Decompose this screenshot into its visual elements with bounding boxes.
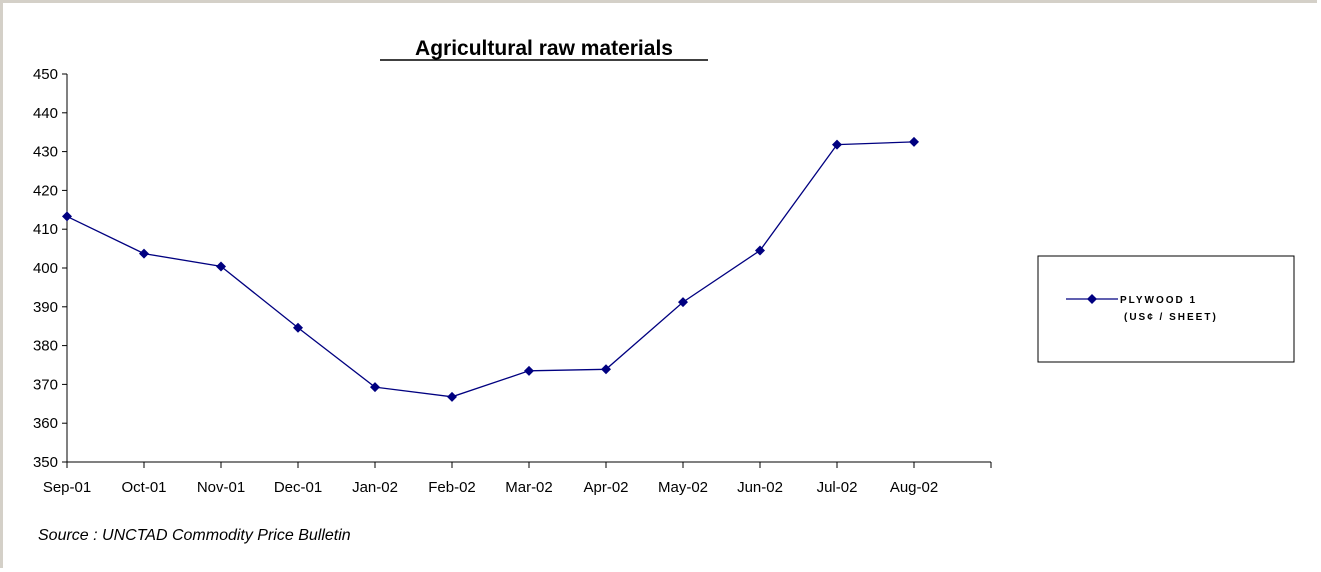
series-layer xyxy=(62,136,919,402)
y-tick-label: 410 xyxy=(33,221,58,238)
x-tick-label: Jan-02 xyxy=(352,479,398,496)
y-tick-label: 400 xyxy=(33,260,58,277)
data-point xyxy=(832,139,842,150)
data-point xyxy=(755,245,765,256)
data-point xyxy=(139,248,149,259)
x-tick-label: Oct-01 xyxy=(121,479,166,496)
y-tick-label: 390 xyxy=(33,299,58,316)
legend-label-line1: PLYWOOD 1 xyxy=(1120,295,1197,306)
x-tick-label: Dec-01 xyxy=(274,479,322,496)
source-note: Source : UNCTAD Commodity Price Bulletin xyxy=(38,527,351,544)
data-point xyxy=(293,322,303,333)
x-tick-label: Jul-02 xyxy=(817,479,858,496)
y-tick-label: 370 xyxy=(33,376,58,393)
chart-title: Agricultural raw materials xyxy=(415,37,673,60)
legend-box xyxy=(1037,255,1295,363)
x-tick-label: May-02 xyxy=(658,479,708,496)
data-point xyxy=(601,364,611,375)
y-tick-label: 420 xyxy=(33,182,58,199)
x-tick-label: Aug-02 xyxy=(890,479,938,496)
data-point xyxy=(370,382,380,393)
data-point xyxy=(524,365,534,376)
x-tick-label: Sep-01 xyxy=(43,479,91,496)
x-tick-label: Jun-02 xyxy=(737,479,783,496)
data-point xyxy=(447,391,457,402)
y-tick-label: 450 xyxy=(33,66,58,83)
legend-marker xyxy=(1087,294,1097,304)
data-point xyxy=(678,297,688,308)
legend-label-line2: (US¢ / SHEET) xyxy=(1124,312,1218,323)
legend: PLYWOOD 1 (US¢ / SHEET) xyxy=(1037,255,1295,363)
x-tick-label: Mar-02 xyxy=(505,479,553,496)
x-tick-label: Apr-02 xyxy=(583,479,628,496)
x-tick-label: Nov-01 xyxy=(197,479,245,496)
y-tick-label: 430 xyxy=(33,144,58,161)
axes: 350 360 370 380 390 400 410 420 430 440 450 Sep-01 O… xyxy=(33,66,992,496)
data-point xyxy=(909,136,919,147)
y-tick-label: 440 xyxy=(33,105,58,122)
data-point xyxy=(62,211,72,222)
y-tick-label: 360 xyxy=(33,415,58,432)
y-tick-label: 380 xyxy=(33,338,58,355)
data-point xyxy=(216,261,226,272)
series-line xyxy=(66,141,915,398)
x-tick-label: Feb-02 xyxy=(428,479,476,496)
y-tick-label: 350 xyxy=(33,454,58,471)
